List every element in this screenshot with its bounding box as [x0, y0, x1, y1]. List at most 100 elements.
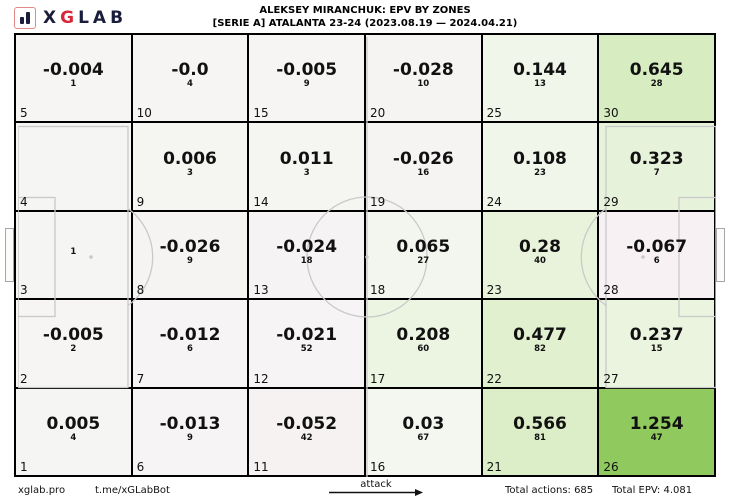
- action-count: 42: [300, 432, 313, 443]
- telegram-bot-link: t.me/xGLabBot: [95, 485, 170, 496]
- zone-number: 21: [486, 460, 502, 474]
- zone-cell-2: -0.005 2 2: [16, 300, 131, 387]
- epv-value: -0.021: [276, 325, 338, 346]
- zone-number: 24: [486, 194, 502, 209]
- action-count: 9: [187, 432, 193, 443]
- zone-number: 25: [486, 106, 502, 121]
- zone-cell-19: -0.026 16 19: [365, 123, 481, 210]
- epv-value: -0.052: [276, 413, 338, 434]
- epv-value: 0.006: [163, 148, 217, 169]
- zone-cell-24: 0.108 23 24: [482, 123, 598, 210]
- action-count: 81: [534, 432, 546, 443]
- zone-cell-21: 0.566 81 21: [482, 388, 598, 475]
- action-count: 18: [300, 255, 313, 266]
- action-count: 9: [303, 79, 310, 90]
- goal-left: [5, 228, 14, 282]
- action-count: 13: [534, 79, 546, 90]
- epv-value: 0.144: [513, 60, 567, 81]
- action-count: 27: [417, 255, 430, 266]
- zone-number: 11: [253, 460, 269, 474]
- zone-cell-9: 0.006 3 9: [132, 123, 248, 210]
- zone-cell-14: 0.011 3 14: [249, 123, 364, 210]
- zone-number: 22: [486, 371, 502, 386]
- attack-direction: attack: [328, 479, 424, 497]
- zone-number: 16: [369, 460, 386, 474]
- action-count: 28: [650, 79, 663, 90]
- zones-grid: -0.004 1 5 -0.0 4 10 -0.005 9 15 -0.028 10 20 0.144 1…: [14, 33, 716, 477]
- action-count: 23: [534, 167, 546, 178]
- action-count: 10: [417, 79, 430, 90]
- zone-cell-29: 0.323 7 29: [599, 123, 714, 210]
- chart-subtitle: [SERIE A] ATALANTA 23-24 (2023.08.19 — 2…: [212, 18, 518, 29]
- zone-cell-10: -0.0 4 10: [132, 35, 248, 122]
- site-link: xglab.pro: [18, 485, 66, 496]
- zone-cell-7: -0.012 6 7: [132, 300, 248, 387]
- epv-value: 0.065: [396, 236, 451, 257]
- zone-cell-22: 0.477 82 22: [482, 300, 598, 387]
- epv-value: 0.566: [513, 413, 567, 434]
- zone-number: 23: [486, 283, 502, 298]
- zone-number: 17: [369, 371, 386, 386]
- epv-value: -0.005: [276, 60, 338, 81]
- epv-value: -0.012: [159, 325, 221, 346]
- action-count: 67: [417, 432, 430, 443]
- action-count: 60: [417, 344, 430, 355]
- epv-value: -0.0: [171, 60, 209, 81]
- epv-value: -0.067: [626, 236, 688, 257]
- zone-cell-18: 0.065 27 18: [365, 211, 481, 299]
- zone-number: 7: [136, 371, 145, 386]
- action-count: 1: [70, 246, 77, 257]
- action-count: 6: [653, 255, 660, 266]
- zone-number: 19: [369, 194, 386, 209]
- epv-value: 1.254: [629, 413, 684, 434]
- zone-cell-8: -0.026 9 8: [132, 211, 248, 299]
- zone-number: 29: [603, 194, 619, 209]
- zone-number: 2: [20, 371, 28, 386]
- zone-cell-30: 0.645 28 30: [599, 35, 714, 122]
- zone-number: 30: [603, 106, 619, 121]
- chart-titles: ALEKSEY MIRANCHUK: EPV BY ZONES [SERIE A…: [0, 4, 730, 30]
- action-count: 47: [650, 432, 663, 443]
- zone-cell-17: 0.208 60 17: [365, 300, 481, 387]
- zone-cell-6: -0.013 9 6: [132, 388, 248, 475]
- zone-cell-27: 0.237 15 27: [599, 300, 714, 387]
- zone-number: 13: [253, 283, 269, 298]
- zone-number: 6: [136, 460, 145, 474]
- total-epv: Total EPV: 4.081: [612, 485, 693, 496]
- epv-value: 0.208: [396, 325, 451, 346]
- zone-cell-15: -0.005 9 15: [249, 35, 364, 122]
- zone-number: 18: [369, 283, 386, 298]
- action-count: 9: [187, 255, 193, 266]
- epv-value: 0.477: [513, 325, 567, 346]
- action-count: 7: [653, 167, 660, 178]
- zone-number: 12: [253, 371, 269, 386]
- epv-value: 0.237: [629, 325, 684, 346]
- zone-cell-13: -0.024 18 13: [249, 211, 364, 299]
- zone-cell-23: 0.28 40 23: [482, 211, 598, 299]
- zone-number: 4: [20, 194, 28, 209]
- xglab-logo: XGLAB: [14, 7, 127, 29]
- epv-value: 0.323: [629, 148, 684, 169]
- epv-value: 0.108: [513, 148, 567, 169]
- zone-cell-11: -0.052 42 11: [249, 388, 364, 475]
- xglab-logo-text: XGLAB: [43, 8, 128, 28]
- zone-cell-4: 4: [16, 123, 131, 210]
- zone-number: 8: [136, 283, 145, 298]
- zone-number: 10: [136, 106, 152, 121]
- zone-number: 15: [253, 106, 269, 121]
- zone-number: 5: [20, 106, 28, 121]
- action-count: 15: [650, 344, 663, 355]
- action-count: 40: [534, 255, 546, 266]
- action-count: 3: [187, 167, 193, 178]
- zone-cell-26: 1.254 47 26: [599, 388, 714, 475]
- chart-title: ALEKSEY MIRANCHUK: EPV BY ZONES: [259, 5, 471, 16]
- epv-value: 0.005: [46, 413, 101, 434]
- action-count: 52: [300, 344, 313, 355]
- bar-chart-icon: [14, 7, 36, 29]
- epv-value: -0.026: [159, 236, 221, 257]
- zone-cell-16: 0.03 67 16: [365, 388, 481, 475]
- epv-value: 0.645: [629, 60, 684, 81]
- goal-right: [716, 228, 725, 282]
- epv-value: -0.013: [159, 413, 221, 434]
